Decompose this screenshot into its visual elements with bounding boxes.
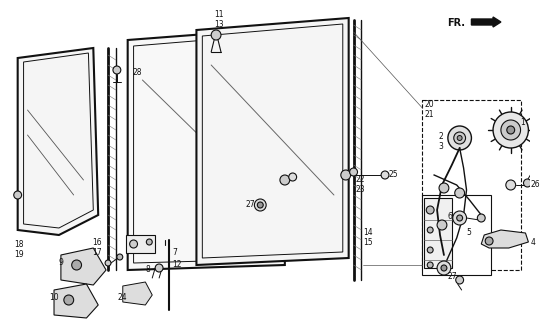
Circle shape bbox=[280, 175, 290, 185]
Text: 25: 25 bbox=[389, 170, 399, 179]
Text: 6: 6 bbox=[448, 212, 453, 221]
Circle shape bbox=[289, 173, 296, 181]
Text: 12: 12 bbox=[172, 260, 181, 269]
Circle shape bbox=[146, 239, 152, 245]
Polygon shape bbox=[202, 24, 343, 258]
Text: 20: 20 bbox=[424, 100, 434, 109]
Circle shape bbox=[507, 126, 515, 134]
Text: 24: 24 bbox=[118, 293, 127, 302]
Circle shape bbox=[350, 168, 357, 176]
Circle shape bbox=[493, 112, 529, 148]
Circle shape bbox=[426, 206, 434, 214]
Circle shape bbox=[427, 227, 433, 233]
Bar bbox=[422, 195, 491, 275]
Text: 2: 2 bbox=[438, 132, 443, 141]
Text: 27: 27 bbox=[246, 200, 255, 209]
Polygon shape bbox=[123, 282, 152, 305]
Circle shape bbox=[439, 183, 449, 193]
Bar bbox=[126, 235, 155, 253]
Polygon shape bbox=[54, 284, 98, 318]
Circle shape bbox=[501, 120, 521, 140]
Text: 3: 3 bbox=[438, 142, 443, 151]
Circle shape bbox=[117, 254, 123, 260]
Circle shape bbox=[105, 260, 111, 266]
Bar bbox=[424, 198, 452, 268]
Circle shape bbox=[523, 179, 531, 187]
Text: 26: 26 bbox=[530, 180, 540, 189]
Text: 9: 9 bbox=[59, 258, 64, 267]
Circle shape bbox=[455, 188, 464, 198]
Text: 13: 13 bbox=[214, 20, 224, 29]
Text: 14: 14 bbox=[363, 228, 373, 237]
Circle shape bbox=[254, 199, 266, 211]
Circle shape bbox=[64, 295, 73, 305]
Polygon shape bbox=[481, 230, 529, 248]
Circle shape bbox=[441, 265, 447, 271]
Circle shape bbox=[456, 276, 463, 284]
Text: 19: 19 bbox=[14, 250, 23, 259]
Bar bbox=[422, 100, 521, 270]
Text: 28: 28 bbox=[133, 68, 142, 77]
Circle shape bbox=[258, 202, 263, 208]
Text: 27: 27 bbox=[448, 272, 457, 281]
Circle shape bbox=[454, 132, 465, 144]
Text: 17: 17 bbox=[92, 248, 102, 257]
Circle shape bbox=[485, 237, 493, 245]
Circle shape bbox=[437, 261, 451, 275]
Text: 1: 1 bbox=[521, 118, 525, 127]
Text: 11: 11 bbox=[214, 10, 224, 19]
Polygon shape bbox=[197, 18, 349, 265]
Circle shape bbox=[211, 30, 221, 40]
Text: 10: 10 bbox=[49, 293, 59, 302]
Circle shape bbox=[381, 171, 389, 179]
Polygon shape bbox=[133, 34, 279, 263]
Circle shape bbox=[14, 191, 22, 199]
Polygon shape bbox=[18, 48, 98, 235]
Circle shape bbox=[427, 247, 433, 253]
Text: 5: 5 bbox=[467, 228, 471, 237]
Text: 4: 4 bbox=[530, 238, 535, 247]
Text: 22: 22 bbox=[355, 175, 365, 184]
Circle shape bbox=[477, 214, 485, 222]
Text: FR.: FR. bbox=[447, 18, 465, 28]
Text: 7: 7 bbox=[172, 248, 177, 257]
Text: 16: 16 bbox=[92, 238, 102, 247]
Text: 18: 18 bbox=[14, 240, 23, 249]
Circle shape bbox=[113, 66, 121, 74]
FancyArrow shape bbox=[471, 17, 501, 27]
Circle shape bbox=[155, 264, 163, 272]
Circle shape bbox=[130, 240, 138, 248]
Polygon shape bbox=[24, 53, 93, 228]
Circle shape bbox=[453, 211, 467, 225]
Text: 21: 21 bbox=[424, 110, 434, 119]
Circle shape bbox=[72, 260, 82, 270]
Circle shape bbox=[437, 220, 447, 230]
Polygon shape bbox=[127, 28, 285, 270]
Circle shape bbox=[457, 135, 462, 140]
Text: 8: 8 bbox=[145, 265, 150, 274]
Text: 23: 23 bbox=[355, 185, 365, 194]
Circle shape bbox=[341, 170, 350, 180]
Circle shape bbox=[506, 180, 516, 190]
Text: 15: 15 bbox=[363, 238, 373, 247]
Circle shape bbox=[457, 215, 463, 221]
Circle shape bbox=[427, 262, 433, 268]
Polygon shape bbox=[61, 248, 106, 285]
Circle shape bbox=[448, 126, 471, 150]
